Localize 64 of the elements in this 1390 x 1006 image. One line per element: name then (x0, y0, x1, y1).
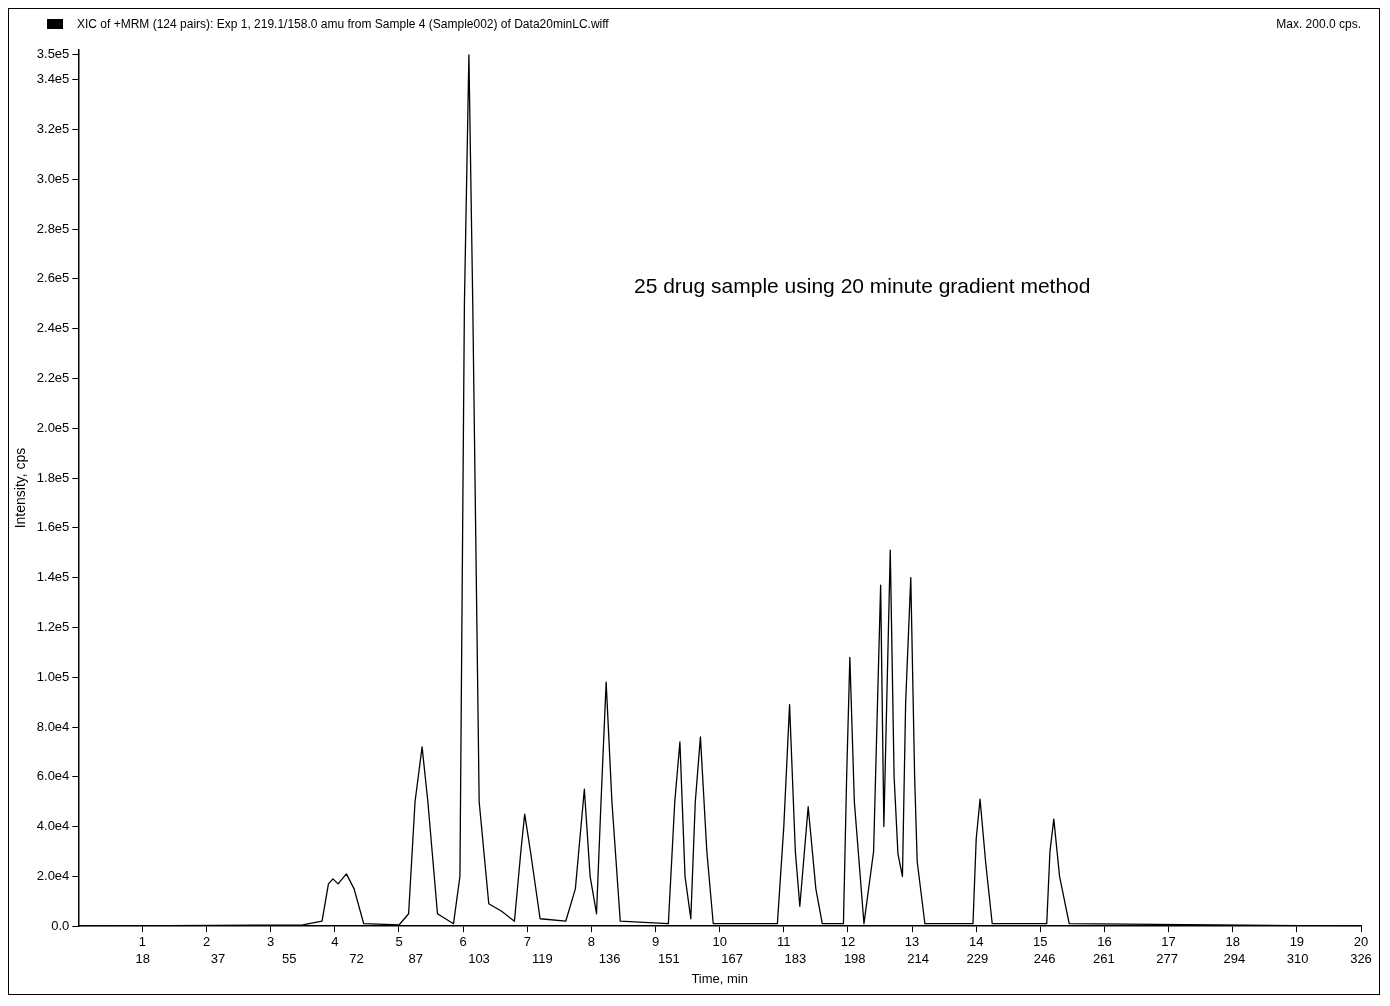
x2-tick-label: 151 (657, 951, 680, 967)
x-tick-label: 15 (1033, 933, 1048, 949)
x2-tick-label: 119 (531, 951, 553, 967)
y-tick-label: 2.4e5 (36, 320, 70, 336)
y-tick-label: 2.0e4 (36, 867, 70, 883)
x-tick-label: 9 (651, 933, 660, 949)
y-tick-label: 1.2e5 (36, 619, 70, 635)
x2-tick-label: 214 (907, 951, 929, 967)
y-tick-label: 2.2e5 (36, 370, 70, 386)
x2-tick-label: 229 (966, 951, 989, 967)
y-tick-label: 2.0e5 (36, 419, 70, 435)
x-tick-label: 6 (459, 933, 467, 949)
x-axis-title: Time, min (691, 970, 748, 986)
text: Max. 200.0 cps. (1276, 17, 1361, 31)
x-tick-label: 11 (777, 933, 791, 949)
x2-tick-label: 183 (784, 951, 807, 967)
y-axis-title: Intensity, cps (12, 447, 29, 529)
y-tick-label: 3.4e5 (36, 71, 70, 87)
x-tick-label: 4 (331, 933, 339, 949)
y-tick-label: 2.6e5 (36, 270, 70, 286)
y-tick-label: 0.0 (51, 917, 70, 933)
x-tick-label: 12 (840, 933, 856, 949)
y-tick-label: 8.0e4 (36, 718, 70, 734)
x-tick-label: 17 (1161, 933, 1176, 949)
y-tick-label: 3.5e5 (36, 46, 70, 62)
y-tick-label: 1.8e5 (36, 469, 70, 485)
x-tick-label: 8 (587, 933, 596, 949)
x-tick-label: 7 (523, 933, 531, 949)
y-tick-label: 1.0e5 (36, 668, 70, 684)
y-tick-label: 3.0e5 (36, 170, 70, 186)
x-tick-label: 2 (202, 933, 211, 949)
x2-tick-label: 87 (408, 951, 423, 967)
x-tick-label: 19 (1289, 933, 1305, 949)
x-tick-label: 10 (712, 933, 727, 949)
x2-tick-label: 277 (1156, 951, 1179, 967)
y-tick-label: 1.6e5 (36, 519, 70, 535)
x-tick-label: 14 (968, 933, 984, 949)
x-tick-label: 5 (395, 933, 403, 949)
y-tick-label: 3.2e5 (36, 121, 70, 137)
y-tick-label: 2.8e5 (36, 220, 70, 236)
x-tick-label: 3 (267, 933, 275, 949)
x2-tick-label: 198 (843, 951, 866, 967)
x-tick-label: 13 (904, 933, 920, 949)
annotation: 25 drug sample using 20 minute gradient method (634, 274, 1091, 298)
x2-tick-label: 310 (1286, 951, 1309, 967)
x2-tick-label: 37 (210, 951, 226, 967)
x2-tick-label: 72 (349, 951, 364, 967)
x2-tick-label: 55 (281, 951, 297, 967)
x-tick-label: 20 (1353, 933, 1369, 949)
y-tick-label: 1.4e5 (36, 569, 70, 585)
x-tick-label: 1 (138, 933, 147, 949)
x2-tick-label: 136 (598, 951, 621, 967)
y-tick-label: 6.0e4 (36, 768, 70, 784)
x2-tick-label: 246 (1033, 951, 1056, 967)
x-tick-label: 16 (1097, 933, 1112, 949)
x2-tick-label: 294 (1223, 951, 1246, 967)
chart-title: XIC of +MRM (124 pairs): Exp 1, 219.1/158.0 amu from Sample 4 (Sample002) of Data20minLC.wiff (77, 17, 610, 31)
x2-tick-label: 18 (135, 951, 151, 967)
x2-tick-label: 167 (721, 951, 743, 967)
x2-tick-label: 326 (1350, 951, 1372, 967)
x2-tick-label: 261 (1093, 951, 1115, 967)
y-tick-label: 4.0e4 (36, 818, 70, 834)
x2-tick-label: 103 (468, 951, 490, 967)
x-tick-label: 18 (1225, 933, 1240, 949)
